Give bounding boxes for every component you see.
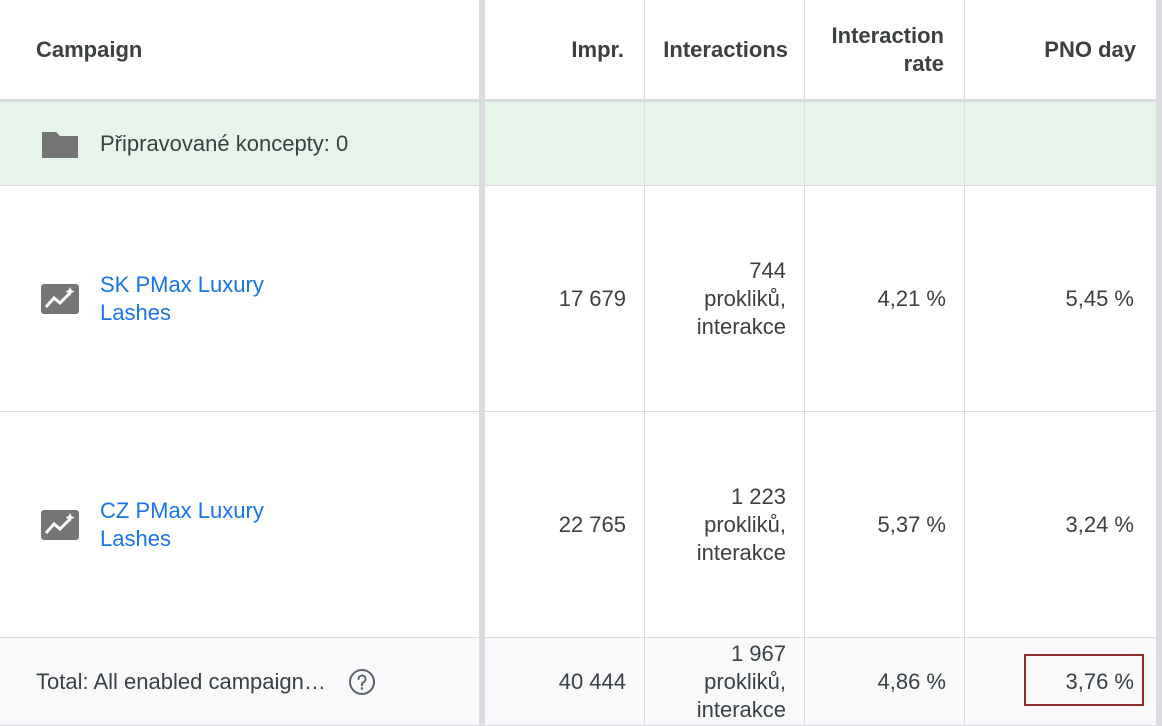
column-splitter [1157,412,1162,638]
draft-cell-interactions [645,102,805,186]
column-splitter [480,186,485,412]
draft-row[interactable]: Připravované koncepty: 0 [0,102,480,186]
help-circle-icon[interactable] [348,668,376,696]
pmax-campaign-icon [41,509,79,540]
column-splitter [480,412,485,638]
draft-cell-impr [485,102,645,186]
column-header-interactions[interactable]: Interactions [645,0,805,102]
campaign-link[interactable]: CZ PMax Luxury Lashes [100,497,264,551]
cell-interactions: 744 prokliků, interakce [645,186,805,412]
column-header-interaction-rate[interactable]: Interaction rate [805,0,965,102]
total-interactions: 1 967 prokliků, interakce [645,638,805,726]
column-splitter [1157,638,1162,726]
column-header-impr[interactable]: Impr. [485,0,645,102]
cell-interactions: 1 223 prokliků, interakce [645,412,805,638]
table-row: CZ PMax Luxury Lashes [0,412,480,638]
column-splitter [1157,0,1162,102]
total-pno-day: 3,76 % [965,638,1157,726]
table-row: SK PMax Luxury Lashes [0,186,480,412]
column-header-campaign[interactable]: Campaign [0,0,480,102]
folder-icon [42,131,78,158]
column-splitter [480,102,485,186]
pmax-campaign-icon [41,283,79,314]
column-splitter[interactable] [480,0,485,102]
cell-impr: 17 679 [485,186,645,412]
column-splitter [1157,186,1162,412]
cell-pno-day: 3,24 % [965,412,1157,638]
cell-impr: 22 765 [485,412,645,638]
cell-interaction-rate: 5,37 % [805,412,965,638]
total-row-label: Total: All enabled campaign… [0,638,480,726]
draft-cell-interaction-rate [805,102,965,186]
campaign-link[interactable]: SK PMax Luxury Lashes [100,271,264,325]
draft-cell-pno-day [965,102,1157,186]
cell-pno-day: 5,45 % [965,186,1157,412]
highlight-box [1024,654,1144,706]
total-interaction-rate: 4,86 % [805,638,965,726]
column-splitter [1157,102,1162,186]
cell-interaction-rate: 4,21 % [805,186,965,412]
total-impr: 40 444 [485,638,645,726]
draft-label: Připravované koncepty: 0 [100,130,349,156]
column-header-pno-day[interactable]: PNO day [965,0,1157,102]
